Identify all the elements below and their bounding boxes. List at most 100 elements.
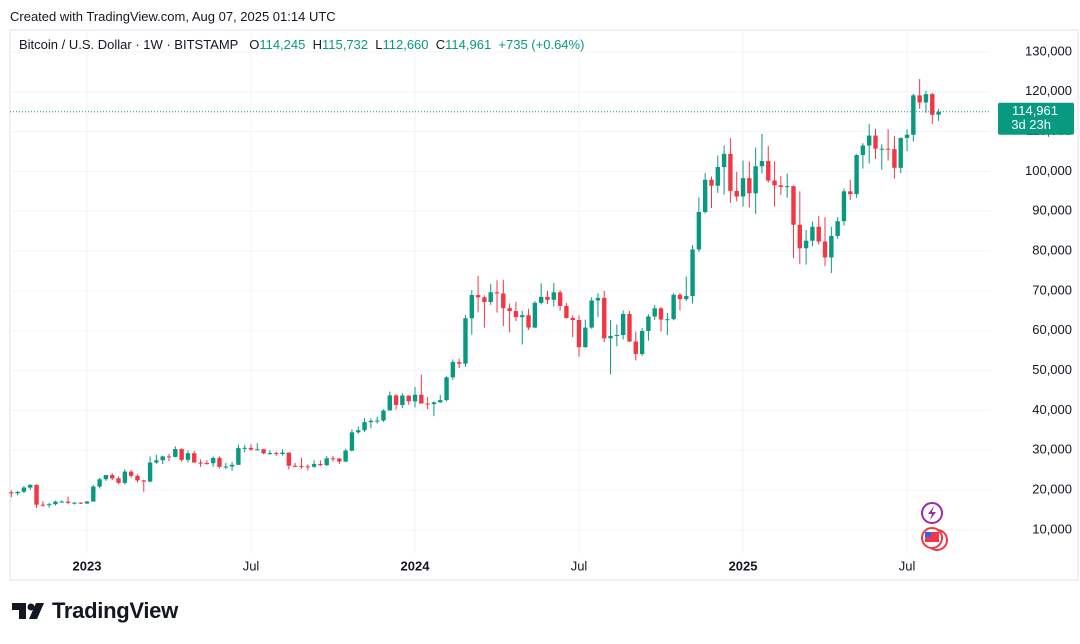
x-tick-label: Jul [571,558,588,573]
candle-body [589,300,594,328]
candle-body [141,480,146,482]
candle-body [639,330,645,355]
candle-body [412,394,418,402]
candle-body [810,226,815,241]
symbol[interactable]: Bitcoin / U.S. Dollar · 1W · BITSTAMP [19,37,239,52]
footer-logo[interactable]: TradingView [12,598,178,624]
candle-body [103,475,109,480]
candle-body [179,449,184,460]
candle-body [904,134,910,138]
event-icons [921,502,948,551]
candle-body [923,94,929,103]
candle-body [425,403,430,405]
logo-mark [12,603,44,619]
candle-body [65,501,71,503]
candle-body [835,221,840,236]
candle-body [778,185,784,187]
countdown-label: 3d 23h [1011,117,1051,132]
price-label-box [998,102,1074,135]
candle-body [936,111,941,115]
candle-body [822,241,828,258]
candle-body [475,295,481,298]
candle-body [248,447,254,450]
candle-body [677,294,683,300]
candle-body [84,501,90,504]
candle-body [160,456,165,461]
y-tick-label: 90,000 [1032,203,1072,218]
candle-body [797,224,802,249]
candle-body [595,297,601,301]
candle-body [362,422,367,431]
candle-body [318,464,323,466]
candle-body [570,317,575,320]
candle-body [608,335,613,339]
candle-body [28,484,33,488]
candle-body [267,453,273,455]
candle-body [450,362,456,378]
candle-body [848,191,853,195]
candle-body [116,478,121,483]
candle-body [368,420,374,423]
candle-body [223,466,228,468]
candle-body [40,504,46,506]
y-tick-label: 70,000 [1032,282,1072,297]
candle-body [753,166,758,194]
candle-body [438,400,443,403]
candle-body [841,191,847,222]
candle-body [229,464,235,467]
candle-body [658,308,664,320]
grid [10,30,990,553]
candle-body [709,179,714,186]
flag-icon-canton [925,532,931,537]
candle-body [419,394,424,404]
x-tick-label: 2025 [729,558,758,573]
candle-body [646,316,651,331]
candle-body [343,450,348,462]
candle-body [274,453,279,455]
candle-body [538,296,544,303]
candle-body [784,186,790,188]
chart-frame [9,29,1079,581]
candle-body [482,297,487,303]
candle-body [110,475,115,479]
flag-icon [925,532,939,542]
candle-body [551,292,556,300]
candle-body [393,395,399,405]
candle-body [532,302,538,328]
high-label: H [312,37,322,52]
candle-body [583,327,588,348]
candle-body [620,314,626,335]
y-tick-label: 120,000 [1025,83,1072,98]
candle-body [513,311,519,318]
candle-body [78,502,83,504]
candle-body [311,464,317,467]
candle-body [217,457,222,467]
candle-body [192,453,197,463]
candle-body [898,137,903,168]
candle-body [501,293,506,309]
open-value: 114,245 [259,37,306,52]
candle-body [702,179,708,213]
candle-body [463,318,468,364]
low-value: 112,660 [382,37,429,52]
candle-body [873,135,878,149]
candle-body [381,410,386,421]
candle-body [356,430,361,433]
candle-body [911,95,916,135]
y-tick-label: 130,000 [1025,43,1072,58]
candle-body [507,308,512,312]
candle-body [652,308,657,317]
candle-body [892,149,897,168]
y-tick-label: 80,000 [1032,243,1072,258]
candle-body [488,292,493,303]
candle-body [128,471,134,476]
candle-body [255,449,260,451]
candle-body [721,153,727,168]
candle-body [633,341,638,355]
candle-body [15,491,20,494]
close-value: 114,961 [445,37,492,52]
candle-body [46,504,52,506]
candle-body [747,178,752,194]
candle-body [204,463,210,465]
